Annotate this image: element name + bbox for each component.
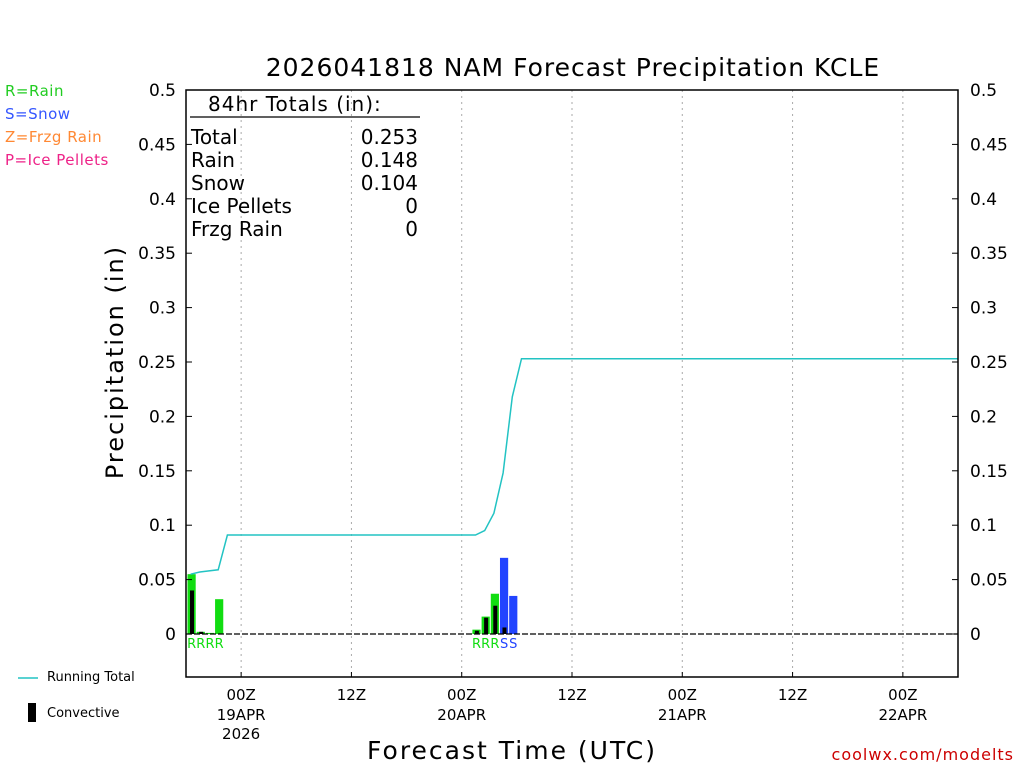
x-tick-date: 20APR: [437, 706, 486, 724]
x-tick-label: 12Z: [557, 686, 586, 704]
running-total-line: [191, 359, 958, 575]
chart-title: 2026041818 NAM Forecast Precipitation KC…: [266, 53, 880, 82]
y-tick-label-right: 0: [970, 625, 981, 645]
x-tick-label: 12Z: [778, 686, 807, 704]
precip-bars: [188, 558, 518, 634]
precip-type-label: S: [500, 637, 508, 652]
totals-label-ice: Ice Pellets: [191, 194, 292, 218]
totals-label-total: Total: [190, 125, 238, 149]
x-tick-label: 00Z: [888, 686, 917, 704]
totals-value-frzg: 0: [405, 217, 418, 241]
precip-type-label: R: [205, 637, 214, 652]
legend-rain: R=Rain: [5, 82, 64, 100]
precip-type-label: R: [187, 637, 196, 652]
y-tick-label-left: 0.25: [138, 353, 176, 373]
x-tick-date: 21APR: [658, 706, 707, 724]
y-tick-label-left: 0.35: [138, 244, 176, 264]
precip-type-label: R: [215, 637, 224, 652]
legend-ice-pellets: P=Ice Pellets: [5, 151, 109, 169]
x-axis-label: Forecast Time (UTC): [367, 736, 657, 765]
y-tick-label-right: 0.45: [970, 135, 1008, 155]
totals-value-ice: 0: [405, 194, 418, 218]
convective-legend-label: Convective: [47, 706, 120, 721]
x-tick-label: 00Z: [447, 686, 476, 704]
y-axis-label: Precipitation (in): [101, 245, 129, 479]
totals-label-snow: Snow: [191, 171, 245, 195]
y-tick-label-left: 0.4: [149, 190, 176, 210]
legend-snow: S=Snow: [5, 105, 71, 123]
convective-bar: [493, 606, 497, 634]
x-tick-date: 19APR: [217, 706, 266, 724]
running-total-legend-label: Running Total: [47, 670, 135, 685]
y-tick-label-left: 0.2: [149, 407, 176, 427]
y-tick-label-right: 0.35: [970, 244, 1008, 264]
y-tick-label-right: 0.3: [970, 299, 997, 319]
y-tick-label-right: 0.25: [970, 353, 1008, 373]
y-tick-label-right: 0.15: [970, 462, 1008, 482]
convective-legend-swatch: [28, 703, 36, 722]
totals-heading: 84hr Totals (in):: [208, 92, 382, 116]
x-tick-year: 2026: [222, 725, 260, 743]
totals-value-rain: 0.148: [361, 148, 418, 172]
y-tick-label-left: 0.05: [138, 571, 176, 591]
convective-bar: [190, 590, 194, 634]
grid-lines: [241, 90, 903, 677]
y-tick-label-right: 0.05: [970, 571, 1008, 591]
precipitation-chart: RRRRRRRSS 00.050.10.150.20.250.30.350.40…: [0, 0, 1024, 768]
y-tick-label-left: 0: [165, 625, 176, 645]
y-tick-label-left: 0.5: [149, 81, 176, 101]
precip-type-label: R: [481, 637, 490, 652]
convective-bars: [190, 590, 506, 634]
y-tick-label-right: 0.5: [970, 81, 997, 101]
site-credit: coolwx.com/modelts: [832, 745, 1014, 764]
y-tick-label-right: 0.2: [970, 407, 997, 427]
precip-type-label: R: [196, 637, 205, 652]
totals-label-rain: Rain: [191, 148, 235, 172]
x-tick-label: 00Z: [668, 686, 697, 704]
y-tick-label-right: 0.4: [970, 190, 997, 210]
y-axis-right: 0 0.05 0.1 0.15 0.2 0.25 0.3 0.35 0.4 0.45 0.5: [952, 81, 1008, 645]
totals-label-frzg: Frzg Rain: [191, 217, 283, 241]
legend-frzg-rain: Z=Frzg Rain: [5, 128, 102, 146]
precip-bar: [509, 596, 517, 634]
precip-type-label: R: [472, 637, 481, 652]
precip-bar: [215, 599, 223, 634]
x-tick-label: 00Z: [226, 686, 255, 704]
totals-value-snow: 0.104: [361, 171, 418, 195]
y-tick-label-left: 0.3: [149, 299, 176, 319]
x-tick-label: 12Z: [337, 686, 366, 704]
precip-bar: [500, 558, 508, 634]
precip-type-label: R: [490, 637, 499, 652]
y-tick-label-left: 0.15: [138, 462, 176, 482]
x-tick-date: 22APR: [878, 706, 927, 724]
y-tick-label-left: 0.45: [138, 135, 176, 155]
totals-box: 84hr Totals (in): Total 0.253 Rain 0.148…: [190, 92, 420, 241]
y-tick-label-left: 0.1: [149, 516, 176, 536]
convective-bar: [484, 618, 488, 634]
y-axis-left: 0 0.05 0.1 0.15 0.2 0.25 0.3 0.35 0.4 0.45 0.5: [138, 81, 192, 645]
totals-value-total: 0.253: [361, 125, 418, 149]
y-tick-label-right: 0.1: [970, 516, 997, 536]
precip-type-label: S: [509, 637, 517, 652]
convective-bar: [502, 627, 506, 634]
